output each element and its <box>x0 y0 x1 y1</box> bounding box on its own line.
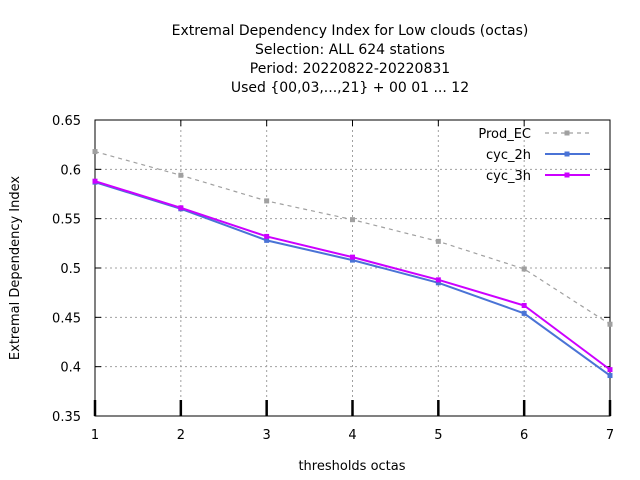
y-axis-label: Extremal Dependency Index <box>8 176 23 360</box>
y-tick-label: 0.65 <box>52 114 81 129</box>
data-point <box>435 280 441 286</box>
chart-title-line: Selection: ALL 624 stations <box>255 42 445 58</box>
legend-label: cyc_3h <box>486 169 531 184</box>
x-tick-label: 5 <box>434 428 442 443</box>
x-tick-label: 7 <box>606 428 614 443</box>
data-point <box>264 237 270 243</box>
plot-frame <box>94 119 611 417</box>
chart-title-line: Period: 20220822-20220831 <box>250 61 450 77</box>
y-tick-label: 0.55 <box>52 213 81 228</box>
y-tick-label: 0.4 <box>60 361 81 376</box>
x-tick-label: 2 <box>177 428 185 443</box>
data-point <box>350 257 355 263</box>
data-point <box>607 321 613 327</box>
data-point <box>607 373 613 379</box>
chart-title-line: Extremal Dependency Index for Low clouds… <box>172 23 529 39</box>
data-point <box>178 205 184 211</box>
grid <box>95 120 610 416</box>
data-point <box>521 302 527 308</box>
data-point <box>607 367 613 373</box>
data-point <box>435 277 441 283</box>
x-tick-label: 1 <box>91 428 99 443</box>
legend-label: cyc_2h <box>486 148 531 163</box>
x-axis-label: thresholds octas <box>298 459 405 474</box>
chart-title-line: Used {00,03,...,21} + 00 01 ... 12 <box>231 80 469 96</box>
y-tick-label: 0.5 <box>60 262 81 277</box>
data-point <box>264 233 270 239</box>
legend-label: Prod_EC <box>478 127 531 142</box>
legend: Prod_EC cyc_2h cyc_3h <box>478 127 590 184</box>
data-point <box>178 172 184 178</box>
x-tick-label: 6 <box>520 428 528 443</box>
data-point <box>92 178 98 184</box>
data-point <box>350 217 355 223</box>
legend-marker <box>564 130 570 136</box>
legend-marker <box>564 151 570 157</box>
y-tick-label: 0.6 <box>60 163 81 178</box>
y-tick-label: 0.45 <box>52 311 81 326</box>
data-point <box>350 254 355 260</box>
series <box>92 149 613 379</box>
ticks: 0.35 0.4 0.45 0.5 0.55 0.6 0.65 1 2 3 4 5 6 7 <box>52 114 614 443</box>
data-point <box>435 238 441 244</box>
y-tick-label: 0.35 <box>52 410 81 425</box>
data-point <box>521 266 527 272</box>
legend-marker <box>564 172 570 178</box>
data-point <box>521 310 527 316</box>
x-tick-label: 4 <box>348 428 356 443</box>
x-tick-label: 3 <box>263 428 271 443</box>
series-line-prod-ec <box>94 150 611 325</box>
data-point <box>92 149 98 155</box>
data-point <box>264 198 270 204</box>
chart-title: Extremal Dependency Index for Low clouds… <box>172 23 529 96</box>
